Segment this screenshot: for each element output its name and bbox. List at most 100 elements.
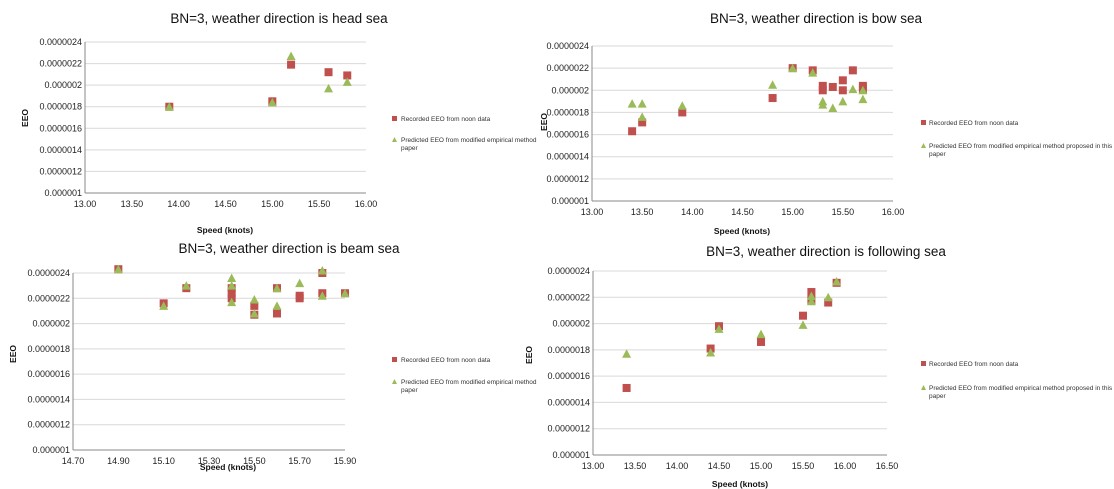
x-tick-label: 15.50 bbox=[243, 456, 266, 466]
x-tick-label: 15.50 bbox=[308, 199, 331, 209]
predicted-point bbox=[272, 283, 282, 293]
predicted-point bbox=[823, 292, 833, 302]
predicted-point bbox=[806, 296, 816, 306]
x-tick-label: 15.70 bbox=[288, 456, 311, 466]
predicted-point bbox=[317, 291, 327, 300]
predicted-point bbox=[828, 103, 838, 112]
y-tick-label: 0.000002 bbox=[44, 80, 82, 90]
recorded-point bbox=[295, 291, 304, 300]
x-tick-label: 16.50 bbox=[876, 461, 899, 471]
y-tick-label: 0.0000012 bbox=[39, 166, 82, 176]
predicted-point bbox=[227, 297, 237, 307]
x-tick-label: 14.50 bbox=[214, 199, 237, 209]
y-tick-label: 0.000002 bbox=[552, 319, 590, 329]
predicted-point bbox=[272, 301, 282, 310]
chart-beam-sea: BN=3, weather direction is beam sea 0.00… bbox=[8, 241, 537, 472]
y-tick-label: 0.0000014 bbox=[39, 145, 82, 155]
recorded-point bbox=[848, 66, 857, 75]
predicted-point bbox=[286, 51, 296, 61]
legend-label-predicted-line2: paper bbox=[929, 393, 946, 400]
legend-label-predicted-line2: paper bbox=[929, 151, 946, 158]
legend-label-predicted: Predicted EEO from modified empirical me… bbox=[401, 379, 537, 386]
x-tick-label: 14.00 bbox=[666, 461, 689, 471]
legend-label-predicted: Predicted EEO from modified empirical me… bbox=[929, 385, 1113, 392]
predicted-point bbox=[340, 288, 350, 298]
y-tick-label: 0.0000014 bbox=[27, 394, 70, 404]
y-tick-label: 0.0000012 bbox=[546, 174, 589, 184]
plot-area bbox=[72, 272, 345, 451]
recorded-point bbox=[824, 298, 833, 307]
recorded-point bbox=[250, 301, 259, 310]
recorded-point bbox=[324, 68, 333, 77]
chart-following-sea: BN=3, weather direction is following sea… bbox=[524, 244, 1113, 489]
recorded-point bbox=[343, 71, 352, 80]
x-tick-label: 15.10 bbox=[152, 456, 175, 466]
x-axis-label: Speed (knots) bbox=[200, 462, 256, 472]
legend-marker-recorded bbox=[921, 120, 926, 125]
y-tick-label: 0.0000014 bbox=[547, 397, 590, 407]
legend-label-recorded: Recorded EEO from noon data bbox=[929, 120, 1019, 127]
x-tick-label: 15.30 bbox=[198, 456, 221, 466]
y-axis-label: EEO bbox=[539, 113, 549, 131]
y-tick-label: 0.0000016 bbox=[39, 123, 82, 133]
predicted-point bbox=[858, 85, 868, 95]
recorded-point bbox=[828, 82, 837, 91]
x-tick-label: 14.90 bbox=[107, 456, 130, 466]
y-tick-label: 0.0000018 bbox=[39, 102, 82, 112]
plot-area bbox=[592, 270, 887, 456]
predicted-point bbox=[714, 324, 724, 333]
chart-title: BN=3, weather direction is following sea bbox=[706, 244, 946, 259]
predicted-point bbox=[818, 100, 828, 109]
recorded-point bbox=[622, 383, 631, 392]
predicted-point bbox=[249, 295, 259, 304]
recorded-point bbox=[838, 76, 847, 85]
y-tick-label: 0.0000016 bbox=[546, 130, 589, 140]
y-tick-label: 0.000002 bbox=[551, 85, 589, 95]
x-axis-label: Speed (knots) bbox=[197, 225, 253, 235]
recorded-point bbox=[678, 108, 687, 117]
y-tick-label: 0.0000018 bbox=[547, 345, 590, 355]
y-tick-label: 0.0000012 bbox=[547, 424, 590, 434]
x-tick-label: 13.00 bbox=[582, 461, 605, 471]
legend: Recorded EEO from noon data Predicted EE… bbox=[392, 116, 537, 152]
x-tick-label: 15.00 bbox=[781, 207, 804, 217]
chart-title: BN=3, weather direction is head sea bbox=[170, 11, 388, 26]
legend-label-predicted-line2: paper bbox=[401, 387, 418, 394]
recorded-point bbox=[273, 309, 281, 318]
predicted-point bbox=[164, 102, 174, 111]
x-axis-label: Speed (knots) bbox=[714, 226, 770, 236]
recorded-point bbox=[757, 337, 765, 346]
predicted-point bbox=[806, 291, 816, 300]
y-tick-label: 0.0000014 bbox=[546, 152, 589, 162]
predicted-point bbox=[838, 96, 848, 106]
predicted-point bbox=[637, 112, 647, 121]
legend-marker-recorded bbox=[392, 116, 397, 121]
y-tick-label: 0.000001 bbox=[32, 445, 70, 455]
predicted-point bbox=[227, 281, 237, 290]
recorded-point bbox=[768, 94, 777, 103]
chart-bow-sea: BN=3, weather direction is bow sea 0.000… bbox=[539, 11, 1113, 236]
legend-marker-predicted bbox=[392, 379, 397, 384]
y-tick-label: 0.000001 bbox=[44, 188, 82, 198]
y-tick-label: 0.000001 bbox=[552, 450, 590, 460]
x-axis-label: Speed (knots) bbox=[712, 479, 768, 489]
plot-area bbox=[84, 41, 366, 194]
predicted-point bbox=[858, 94, 868, 104]
legend-marker-predicted bbox=[392, 137, 397, 142]
predicted-point bbox=[677, 101, 687, 110]
predicted-point bbox=[622, 349, 632, 358]
recorded-point bbox=[818, 81, 827, 90]
x-tick-label: 13.50 bbox=[631, 207, 654, 217]
predicted-point bbox=[181, 281, 191, 290]
legend: Recorded EEO from noon data Predicted EE… bbox=[392, 357, 537, 394]
recorded-point bbox=[638, 118, 647, 127]
predicted-point bbox=[848, 84, 858, 94]
y-axis-label: EEO bbox=[524, 346, 534, 364]
y-tick-label: 0.0000024 bbox=[546, 41, 589, 51]
legend: Recorded EEO from noon data Predicted EE… bbox=[921, 361, 1113, 400]
y-axis-label: EEO bbox=[8, 345, 18, 363]
y-tick-label: 0.000002 bbox=[32, 319, 70, 329]
predicted-point bbox=[324, 83, 334, 93]
x-tick-label: 15.50 bbox=[832, 207, 855, 217]
predicted-point bbox=[317, 265, 327, 275]
